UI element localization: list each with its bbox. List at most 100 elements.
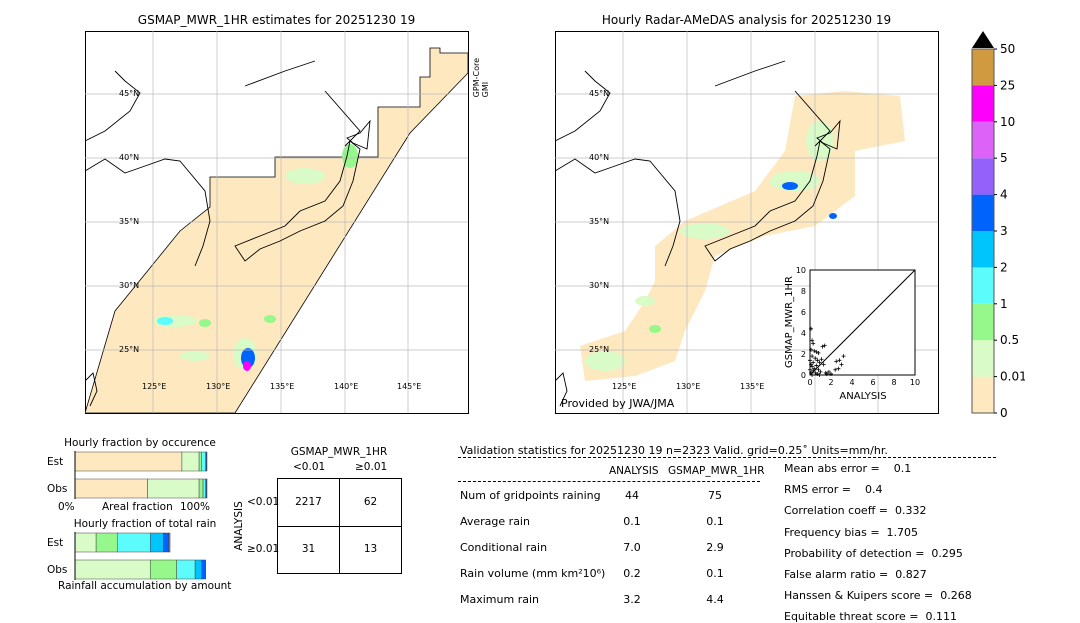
scatter-point — [826, 369, 831, 374]
validation-score: Frequency bias = 1.705 — [784, 525, 919, 539]
validation-label: Rain volume (mm km²10⁶) — [460, 567, 606, 580]
scatter-point — [833, 367, 838, 372]
scatter-point — [839, 362, 844, 367]
bar-segment — [198, 478, 204, 499]
scatter-point — [820, 344, 825, 349]
scatter-point — [829, 371, 833, 376]
scatter-point — [811, 341, 816, 346]
y-tick: 0 — [801, 371, 806, 380]
validation-g: 75 — [708, 489, 722, 502]
validation-label: Maximum rain — [460, 593, 539, 606]
scatter-point — [818, 369, 823, 374]
bar-segment — [74, 532, 97, 553]
scatter-plot: 00 2 2 4 4 6 6 8 8 10 10 ANALYSIS GSMAP_MWR_1HR — [784, 266, 920, 402]
occ-xlabel: Areal fraction — [102, 501, 173, 513]
col-header: ≥0.01 — [355, 461, 388, 473]
scatter-point — [810, 364, 815, 369]
lat-label: 35°N — [119, 217, 140, 226]
right-map-title: Hourly Radar-AMeDAS analysis for 2025123… — [601, 13, 892, 27]
row-header: <0.01 — [247, 496, 280, 508]
rain-est-label: Est — [47, 537, 64, 549]
colorbar-segment — [972, 340, 994, 377]
bar-segment — [95, 532, 118, 553]
bar-segment — [74, 451, 183, 472]
contingency-table: 2217 62 31 13 — [277, 478, 402, 574]
bar-segment — [74, 559, 151, 580]
x-tick: 10 — [910, 378, 920, 387]
occ-est-label: Est — [47, 456, 64, 468]
bar-segment — [74, 478, 148, 499]
bar-segment — [181, 451, 200, 472]
coastline — [85, 60, 371, 407]
scatter-point — [811, 360, 816, 365]
x-tick: 8 — [891, 378, 896, 387]
validation-label: Conditional rain — [460, 541, 548, 554]
left-map — [85, 31, 469, 414]
occ-obs-label: Obs — [47, 483, 68, 495]
colorbar-segment — [972, 231, 994, 268]
bar-segment — [147, 478, 200, 499]
colorbar-segment — [972, 267, 994, 304]
scatter-point — [815, 358, 820, 363]
scatter-point — [812, 348, 817, 353]
col-gsmap: GSMAP_MWR_1HR — [668, 465, 765, 477]
x-tick: 6 — [870, 378, 875, 387]
credit: Provided by JWA/JMA — [561, 397, 675, 410]
scatter-ylabel: GSMAP_MWR_1HR — [784, 276, 795, 368]
colorbar-tick: 10 — [1000, 115, 1015, 129]
colorbar-tick: 4 — [1000, 188, 1008, 202]
occ-tick-0: 0% — [58, 501, 75, 513]
scatter-point — [815, 371, 820, 376]
validation-a: 44 — [625, 489, 639, 502]
scatter-point — [822, 343, 827, 348]
colorbar-extend-arrow — [972, 31, 994, 48]
contingency-title: GSMAP_MWR_1HR — [290, 446, 388, 458]
rain-patches — [153, 144, 358, 371]
lon-label: 125°E — [612, 382, 637, 391]
occ-tick-100: 100% — [180, 501, 211, 513]
colorbar-tick: 3 — [1000, 224, 1008, 238]
lon-label: 135°E — [740, 382, 765, 391]
colorbar-tick: 1 — [1000, 297, 1008, 311]
rain-patches — [585, 121, 837, 371]
colorbar-segment — [972, 376, 994, 413]
colorbar-tick: 5 — [1000, 151, 1008, 165]
validation-score: RMS error = 0.4 — [784, 483, 883, 497]
left-map-title: GSMAP_MWR_1HR estimates for 20251230 19 — [137, 13, 416, 27]
x-tick: 2 — [828, 378, 833, 387]
lat-label: 35°N — [589, 217, 610, 226]
scatter-point — [817, 360, 822, 365]
scatter-point — [813, 370, 818, 375]
validation-score: Hanssen & Kuipers score = 0.268 — [784, 589, 972, 603]
scatter-point — [809, 362, 814, 367]
y-tick: 8 — [801, 287, 806, 296]
lon-label: 130°E — [676, 382, 701, 391]
row-axis-label: ANALYSIS — [232, 501, 245, 551]
lon-label: 135°E — [270, 382, 295, 391]
validation-header: Validation statistics for 20251230 19 n=… — [460, 444, 888, 457]
lat-label: 30°N — [119, 281, 140, 290]
bar-segment — [202, 478, 206, 499]
colorbar: 0 0.01 0.5 1 2 3 4 5 10 25 50 — [971, 31, 1025, 418]
validation-g: 4.4 — [706, 593, 724, 606]
scatter-point — [824, 371, 829, 376]
rain-fraction-bars — [74, 532, 206, 580]
occurrence-bars — [74, 451, 208, 499]
analysis-coverage — [580, 91, 905, 381]
scatter-point — [809, 347, 814, 352]
lon-label: 145°E — [397, 382, 422, 391]
bar-segment — [176, 559, 196, 580]
cell: 13 — [363, 543, 378, 555]
bar-segment — [116, 532, 151, 553]
scatter-xlabel: ANALYSIS — [839, 391, 886, 402]
colorbar-segment — [972, 194, 994, 231]
validation-label: Num of gridpoints raining — [460, 489, 601, 502]
lat-label: 45°N — [119, 89, 140, 98]
scatter-point — [836, 366, 841, 371]
scatter-point — [813, 356, 818, 361]
validation-g: 2.9 — [706, 541, 724, 554]
y-tick: 4 — [801, 329, 806, 338]
bar-segment — [206, 478, 208, 499]
lat-label: 30°N — [589, 281, 610, 290]
colorbar-segment — [972, 121, 994, 159]
